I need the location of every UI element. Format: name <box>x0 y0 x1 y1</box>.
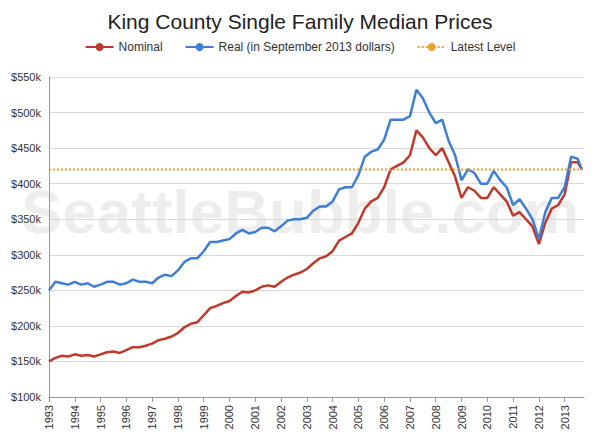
svg-text:2005: 2005 <box>352 405 364 429</box>
svg-text:1996: 1996 <box>120 405 132 429</box>
svg-text:Real (in September 2013 dollar: Real (in September 2013 dollars) <box>219 40 395 54</box>
svg-text:2008: 2008 <box>430 405 442 429</box>
svg-text:$550k: $550k <box>11 71 41 83</box>
svg-text:2006: 2006 <box>378 405 390 429</box>
svg-text:2007: 2007 <box>404 405 416 429</box>
svg-text:$350k: $350k <box>11 213 41 225</box>
svg-text:$500k: $500k <box>11 107 41 119</box>
svg-text:2003: 2003 <box>301 405 313 429</box>
svg-text:1999: 1999 <box>198 405 210 429</box>
svg-text:2004: 2004 <box>327 405 339 429</box>
svg-text:1995: 1995 <box>95 405 107 429</box>
svg-text:$450k: $450k <box>11 142 41 154</box>
svg-text:1998: 1998 <box>172 405 184 429</box>
svg-text:$250k: $250k <box>11 284 41 296</box>
svg-text:2010: 2010 <box>481 405 493 429</box>
svg-text:$100k: $100k <box>11 391 41 403</box>
svg-text:$150k: $150k <box>11 355 41 367</box>
svg-text:1994: 1994 <box>69 405 81 429</box>
svg-text:Latest Level: Latest Level <box>451 40 516 54</box>
svg-text:2009: 2009 <box>456 405 468 429</box>
svg-text:1993: 1993 <box>43 405 55 429</box>
svg-text:2000: 2000 <box>223 405 235 429</box>
svg-text:$300k: $300k <box>11 249 41 261</box>
svg-text:2001: 2001 <box>249 405 261 429</box>
svg-text:1997: 1997 <box>146 405 158 429</box>
svg-text:Nominal: Nominal <box>119 40 163 54</box>
svg-text:2002: 2002 <box>275 405 287 429</box>
svg-text:2013: 2013 <box>559 405 571 429</box>
svg-text:SeattleBubble.com: SeattleBubble.com <box>21 177 579 246</box>
svg-text:$200k: $200k <box>11 320 41 332</box>
svg-text:$400k: $400k <box>11 178 41 190</box>
svg-text:2012: 2012 <box>533 405 545 429</box>
svg-text:King County Single Family Medi: King County Single Family Median Prices <box>107 10 492 33</box>
svg-text:2011: 2011 <box>507 405 519 429</box>
